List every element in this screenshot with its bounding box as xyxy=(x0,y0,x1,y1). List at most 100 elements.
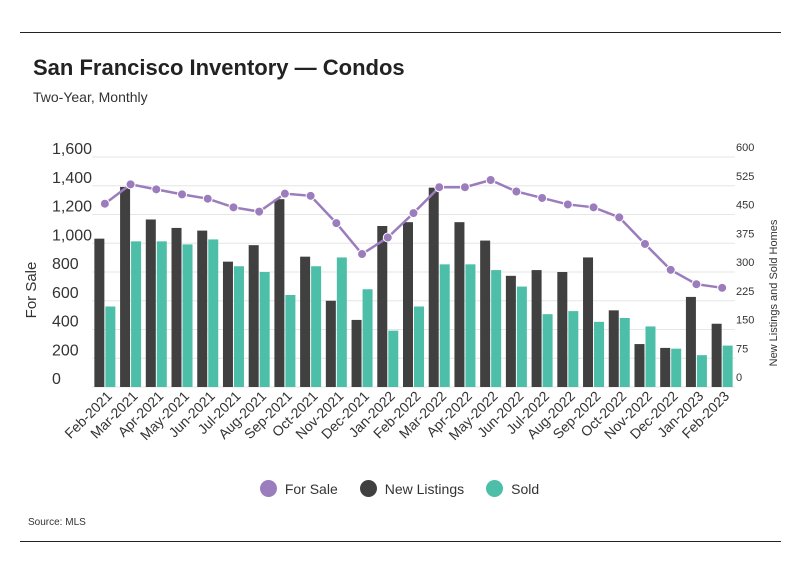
point-for-sale xyxy=(588,202,599,213)
bar-new-listings xyxy=(351,319,362,387)
bar-sold xyxy=(414,306,424,387)
bar-sold xyxy=(491,270,502,387)
y2-tick-label: 300 xyxy=(736,257,754,269)
bar-new-listings xyxy=(608,310,619,387)
bar-new-listings xyxy=(557,272,568,387)
y-tick-label: 1,400 xyxy=(52,170,92,187)
bar-new-listings xyxy=(145,219,156,387)
point-for-sale xyxy=(639,238,650,249)
chart-title: San Francisco Inventory — Condos xyxy=(33,55,405,80)
point-for-sale xyxy=(665,264,676,275)
bar-new-listings xyxy=(171,227,182,387)
legend-swatch-sold xyxy=(486,480,504,497)
bar-new-listings xyxy=(403,222,413,387)
point-for-sale xyxy=(202,193,213,204)
point-for-sale xyxy=(511,186,522,197)
legend-label-sold: Sold xyxy=(511,480,540,497)
bar-sold xyxy=(285,295,296,387)
y2-tick-label: 150 xyxy=(736,315,754,327)
bar-sold xyxy=(594,321,605,387)
bar-sold xyxy=(156,241,167,387)
legend-item-for-sale: For Sale xyxy=(259,480,338,497)
bar-sold xyxy=(439,264,450,387)
point-for-sale xyxy=(562,199,573,210)
bar-new-listings xyxy=(377,226,388,387)
bar-sold xyxy=(182,244,193,387)
point-for-sale xyxy=(537,192,548,203)
y-tick-label: 400 xyxy=(52,314,79,331)
bar-new-listings xyxy=(274,199,285,387)
bar-new-listings xyxy=(454,222,465,387)
point-for-sale xyxy=(151,184,162,195)
bar-sold xyxy=(131,241,142,387)
point-for-sale xyxy=(691,279,702,290)
y2-tick-label: 0 xyxy=(736,372,742,384)
bar-new-listings xyxy=(120,186,131,387)
chart-plot: 0 200 400 600 800 1,000 1,200 1,400 1,600 0 75 150 2… xyxy=(23,141,780,443)
bar-new-listings xyxy=(248,245,259,387)
bar-new-listings xyxy=(660,347,671,387)
point-for-sale xyxy=(717,282,728,293)
bar-new-listings xyxy=(531,270,542,387)
y2-tick-label: 375 xyxy=(736,228,754,240)
bar-sold xyxy=(388,330,399,387)
bar-sold xyxy=(208,239,219,387)
bar-new-listings xyxy=(428,187,439,387)
legend-swatch-for-sale xyxy=(259,480,277,497)
bar-new-listings xyxy=(505,275,516,387)
legend-item-new-listings: New Listings xyxy=(359,480,465,497)
bar-new-listings xyxy=(222,261,233,387)
y2-tick-label: 225 xyxy=(736,286,754,298)
bar-sold xyxy=(336,257,347,387)
chart-legend: For Sale New Listings Sold xyxy=(0,480,799,497)
point-for-sale xyxy=(177,189,188,200)
point-for-sale xyxy=(279,188,290,199)
bar-sold xyxy=(105,306,116,387)
bar-new-listings xyxy=(583,257,594,387)
bar-sold xyxy=(233,266,244,387)
y-tick-label: 1,200 xyxy=(52,199,92,216)
point-for-sale xyxy=(254,206,265,217)
legend-label-new-listings: New Listings xyxy=(384,480,465,497)
y-tick-label: 1,000 xyxy=(52,227,92,244)
bar-sold xyxy=(722,345,733,387)
chart-subtitle: Two-Year, Monthly xyxy=(33,89,148,105)
bar-sold xyxy=(568,311,579,387)
y-tick-label: 600 xyxy=(52,285,79,302)
bar-new-listings xyxy=(94,238,105,387)
bar-sold xyxy=(516,286,527,387)
y-tick-label: 800 xyxy=(52,256,79,273)
legend-item-sold: Sold xyxy=(486,480,539,497)
point-for-sale xyxy=(408,208,419,219)
y2-tick-label: 525 xyxy=(736,171,754,183)
bar-sold xyxy=(696,355,707,387)
point-for-sale xyxy=(99,198,110,209)
point-for-sale xyxy=(459,182,470,193)
point-for-sale xyxy=(125,179,136,190)
bar-sold xyxy=(259,272,270,387)
bar-new-listings xyxy=(711,323,722,387)
bottom-rule xyxy=(20,541,781,542)
point-for-sale xyxy=(434,182,445,193)
y2-axis-title: New Listings and Sold Homes xyxy=(768,219,780,366)
source-note: Source: MLS xyxy=(28,517,86,528)
y-tick-label: 1,600 xyxy=(52,141,92,158)
point-for-sale xyxy=(305,190,316,201)
bar-new-listings xyxy=(685,296,696,387)
top-rule xyxy=(20,32,781,33)
y2-tick-label: 450 xyxy=(736,200,754,212)
point-for-sale xyxy=(331,218,342,229)
point-for-sale xyxy=(485,175,496,185)
point-for-sale xyxy=(614,212,625,223)
bar-new-listings xyxy=(197,230,208,387)
y2-tick-label: 600 xyxy=(736,142,754,154)
bar-new-listings xyxy=(325,300,336,387)
bar-sold xyxy=(645,326,656,387)
bar-sold xyxy=(671,348,682,387)
y-tick-label: 200 xyxy=(52,342,79,359)
legend-swatch-new-listings xyxy=(359,480,377,497)
bar-sold xyxy=(311,266,322,387)
bar-sold xyxy=(542,314,553,387)
legend-label-for-sale: For Sale xyxy=(284,480,338,497)
bar-new-listings xyxy=(480,240,491,387)
